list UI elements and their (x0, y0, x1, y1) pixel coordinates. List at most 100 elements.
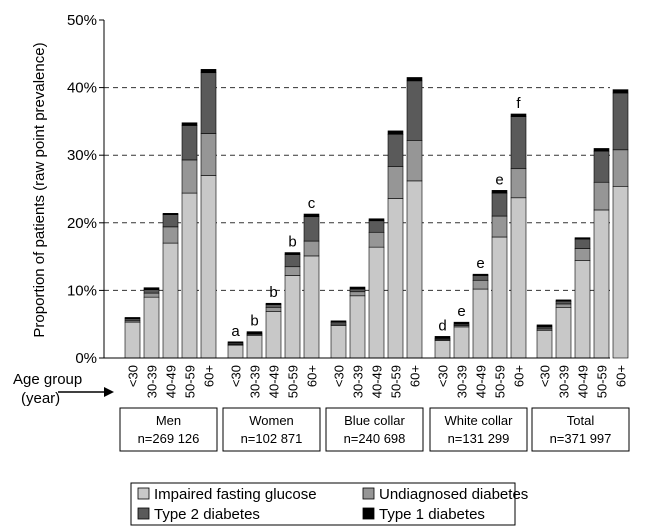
bar-segment-impaired-fasting-glucose (555, 306, 572, 359)
bar-segment-impaired-fasting-glucose (387, 198, 404, 359)
age-category-label: 50-59 (389, 365, 404, 398)
age-category-label: <30 (126, 365, 141, 387)
y-tick-label: 0% (75, 350, 97, 367)
bar-segment-undiagnosed-diabetes (162, 226, 179, 244)
significance-letter: c (308, 195, 316, 212)
significance-letter: e (495, 171, 503, 188)
group-box (222, 407, 321, 452)
bar-segment-type-1-diabetes (265, 302, 282, 305)
age-category-label: 40-49 (576, 365, 591, 398)
bar-segment-undiagnosed-diabetes (349, 291, 366, 297)
bars-layer (124, 69, 629, 359)
y-axis-title: Proportion of patients (raw point preval… (31, 42, 48, 337)
bar-segment-type-1-diabetes (200, 69, 217, 74)
bar-segment-type-1-diabetes (555, 299, 572, 302)
legend-label: Impaired fasting glucose (154, 486, 317, 503)
bar-segment-undiagnosed-diabetes (387, 166, 404, 199)
age-category-label: 40-49 (267, 365, 282, 398)
bar-segment-type-1-diabetes (349, 286, 366, 290)
significance-letter: f (516, 95, 521, 112)
age-group-arrow-head (104, 387, 114, 397)
bar-segment-undiagnosed-diabetes (472, 279, 489, 290)
bar-segment-type-2-diabetes (612, 92, 629, 151)
legend-label: Type 2 diabetes (154, 506, 260, 523)
bar-segment-type-2-diabetes (574, 238, 591, 249)
bar-segment-undiagnosed-diabetes (574, 248, 591, 261)
age-category-label: 50-59 (286, 365, 301, 398)
bar-segment-impaired-fasting-glucose (265, 311, 282, 359)
groups-layer: Men n=269 126 Women n=102 871 Blue collar n=2… (119, 407, 630, 452)
age-category-label: 40-49 (370, 365, 385, 398)
bar-segment-impaired-fasting-glucose (181, 192, 198, 359)
bar-segment-impaired-fasting-glucose (491, 236, 508, 359)
age-category-label: 60+ (512, 365, 527, 387)
group-title: White collar (445, 413, 514, 428)
bar-segment-type-1-diabetes (510, 113, 527, 117)
bar-segment-impaired-fasting-glucose (453, 326, 470, 359)
age-category-label: 50-59 (595, 365, 610, 398)
bar-segment-type-1-diabetes (284, 252, 301, 255)
axis-layer: 0% 10% 20% 30% 40% 50% Proportion of patients … (31, 12, 610, 367)
age-category-label: 30-39 (351, 365, 366, 398)
bar-segment-type-2-diabetes (265, 304, 282, 308)
bar-segment-type-1-diabetes (181, 122, 198, 126)
group-title: Men (156, 413, 181, 428)
age-category-label: 30-39 (248, 365, 263, 398)
group-sample-size: n=102 871 (241, 431, 303, 446)
group-box (531, 407, 630, 452)
bar-segment-type-1-diabetes (612, 89, 629, 94)
bar-segment-type-1-diabetes (574, 237, 591, 240)
legend-label: Type 1 diabetes (379, 506, 485, 523)
bar-segment-impaired-fasting-glucose (330, 325, 347, 359)
bar-segment-impaired-fasting-glucose (574, 260, 591, 359)
bar-segment-impaired-fasting-glucose (510, 197, 527, 359)
bar-segment-type-2-diabetes (162, 214, 179, 228)
significance-letter: b (250, 313, 258, 330)
group-title: Women (249, 413, 294, 428)
y-tick-label: 20% (67, 215, 97, 232)
age-category-label: <30 (538, 365, 553, 387)
age-category-label: 40-49 (164, 365, 179, 398)
bar-segment-type-2-diabetes (555, 300, 572, 305)
bar-segment-impaired-fasting-glucose (143, 296, 160, 359)
legend-swatch (137, 487, 150, 500)
group-sample-size: n=240 698 (344, 431, 406, 446)
bar-segment-undiagnosed-diabetes (284, 266, 301, 276)
significance-letter: d (438, 317, 446, 334)
bar-segment-undiagnosed-diabetes (181, 159, 198, 194)
group-sample-size: n=371 997 (550, 431, 612, 446)
bar-segment-impaired-fasting-glucose (349, 295, 366, 359)
age-category-label: 50-59 (493, 365, 508, 398)
age-category-label: 50-59 (183, 365, 198, 398)
legend-swatch (137, 507, 150, 520)
legend-swatch (362, 507, 375, 520)
bar-segment-type-2-diabetes (124, 318, 141, 322)
y-tick-label: 40% (67, 80, 97, 97)
bar-segment-undiagnosed-diabetes (612, 149, 629, 187)
labels-layer: <30 30-39 40-49 50-59 60+ a <30 b 30-39 b 40-49 b 50… (13, 95, 629, 407)
bar-segment-type-1-diabetes (387, 130, 404, 135)
bar-segment-type-1-diabetes (472, 273, 489, 276)
bar-segment-impaired-fasting-glucose (303, 255, 320, 359)
legend-swatch (362, 487, 375, 500)
bar-segment-impaired-fasting-glucose (368, 246, 385, 359)
bar-segment-impaired-fasting-glucose (612, 185, 629, 359)
bar-segment-undiagnosed-diabetes (491, 215, 508, 238)
grid-layer (104, 87, 610, 291)
bar-segment-type-1-diabetes (303, 213, 320, 218)
y-tick-label: 30% (67, 147, 97, 164)
bar-segment-undiagnosed-diabetes (406, 140, 423, 182)
bar-segment-impaired-fasting-glucose (227, 344, 244, 359)
group-sample-size: n=269 126 (138, 431, 200, 446)
legend-box (130, 482, 516, 526)
bar-segment-type-1-diabetes (246, 331, 263, 334)
bar-segment-type-1-diabetes (227, 341, 244, 344)
bar-segment-undiagnosed-diabetes (265, 306, 282, 312)
significance-letter: a (231, 323, 240, 340)
bar-segment-type-2-diabetes (510, 116, 527, 170)
bar-segment-type-2-diabetes (491, 192, 508, 217)
age-category-label: 40-49 (474, 365, 489, 398)
age-category-label: 30-39 (455, 365, 470, 398)
